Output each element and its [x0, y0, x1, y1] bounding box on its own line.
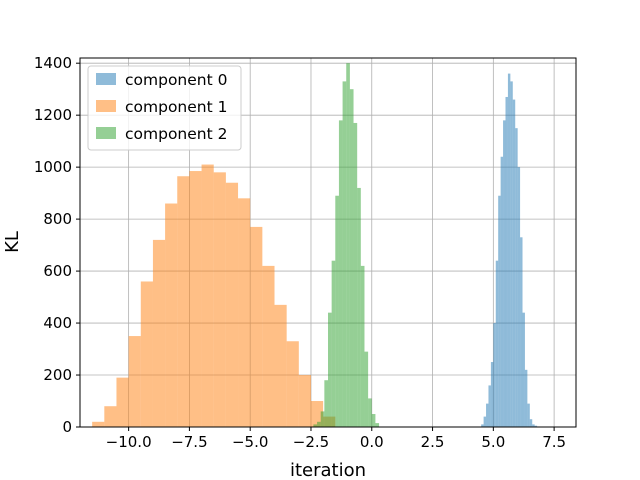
histogram-bar — [517, 167, 521, 427]
histogram-bar — [317, 421, 321, 427]
histogram-bar — [515, 128, 518, 427]
histogram-bar — [274, 304, 287, 427]
histogram-bar — [498, 195, 501, 427]
histogram-bar — [189, 171, 202, 427]
histogram-bar — [177, 176, 190, 427]
histogram-bar — [493, 323, 496, 427]
histogram-bar — [92, 421, 105, 427]
plot-frame — [79, 57, 577, 428]
histogram-bars — [92, 63, 562, 428]
histogram-bar — [512, 99, 516, 428]
histogram-bar — [375, 423, 380, 427]
y-tick-label: 1200 — [34, 106, 72, 124]
histogram-bar — [527, 403, 530, 427]
y-axis-ticks: 0 200 400 600 800 1000 1200 1400 — [34, 54, 80, 436]
x-tick-label: 7.5 — [542, 433, 566, 451]
histogram-bar — [532, 424, 535, 427]
histogram-bar — [286, 341, 299, 427]
histogram-bar — [128, 336, 141, 427]
y-tick-label: 400 — [43, 314, 72, 332]
histogram-bar — [250, 226, 263, 427]
histogram-bar — [338, 120, 343, 427]
x-tick-label: −5.0 — [232, 433, 268, 451]
histogram-bar — [313, 424, 318, 427]
histogram-bar — [522, 312, 525, 427]
histogram-bar — [360, 265, 365, 427]
histogram-bar — [353, 122, 358, 428]
histogram-bar — [335, 195, 339, 427]
x-tick-label: 5.0 — [481, 433, 505, 451]
histogram-bar — [225, 182, 239, 427]
histogram-bar — [342, 81, 347, 427]
legend-entry: component 0 — [125, 71, 227, 89]
legend-entry: component 2 — [125, 125, 227, 143]
legend-swatch — [96, 127, 116, 139]
legend-entry: component 1 — [125, 98, 227, 116]
histogram-bar — [152, 239, 166, 427]
histogram-bar — [320, 411, 325, 427]
series-0-bars — [481, 73, 562, 428]
y-axis-label: KL — [2, 231, 23, 253]
legend-swatch — [96, 100, 116, 112]
histogram-bar — [324, 380, 328, 427]
histogram-bar — [310, 401, 324, 427]
histogram-bar — [331, 260, 336, 427]
histogram-bar — [238, 198, 251, 427]
histogram-bar — [349, 89, 354, 427]
histogram-bar — [500, 156, 504, 428]
x-tick-label: 0.0 — [360, 433, 384, 451]
histogram-bar — [507, 73, 511, 427]
histogram-bar — [490, 362, 494, 427]
histogram-bar — [328, 312, 332, 427]
histogram-bar — [140, 281, 153, 427]
histogram-bar — [298, 375, 311, 427]
legend: component 0 component 1 component 2 — [87, 65, 242, 151]
x-tick-label: −7.5 — [171, 433, 207, 451]
histogram-bar — [481, 424, 484, 427]
legend-swatch — [96, 73, 116, 85]
histogram-bar — [364, 351, 369, 427]
histogram-bar — [495, 260, 499, 427]
histogram-bar — [371, 414, 376, 427]
x-axis-label: iteration — [290, 460, 366, 480]
histogram-bar — [357, 187, 361, 427]
legend-box — [87, 65, 242, 151]
histogram-bar — [505, 96, 508, 427]
x-tick-label: 2.5 — [421, 433, 445, 451]
histogram-bar — [116, 377, 129, 427]
x-tick-label: −2.5 — [293, 433, 329, 451]
y-tick-label: 1400 — [34, 54, 72, 72]
histogram-bar — [488, 385, 491, 427]
histogram-bar — [503, 120, 506, 427]
histogram-bar — [510, 81, 513, 427]
histogram-bar — [346, 63, 350, 428]
histogram-bar — [520, 237, 523, 427]
y-tick-label: 600 — [43, 262, 72, 280]
histogram-bar — [529, 419, 533, 427]
histogram-bar — [262, 265, 275, 427]
histogram-bar — [534, 425, 538, 427]
histogram-bar — [483, 416, 487, 427]
histogram-bar — [104, 406, 117, 427]
histogram-bar — [524, 369, 528, 427]
histogram-bar — [213, 172, 226, 427]
y-tick-label: 800 — [43, 210, 72, 228]
x-tick-label: −10.0 — [106, 433, 152, 451]
histogram-bar — [486, 403, 489, 427]
series-2-bars — [313, 63, 380, 428]
y-tick-label: 200 — [43, 366, 72, 384]
series-1-bars — [92, 164, 336, 428]
x-axis-ticks: −10.0 −7.5 −5.0 −2.5 0.0 2.5 5.0 7.5 — [106, 427, 566, 451]
y-tick-label: 0 — [62, 418, 72, 436]
histogram-bar — [368, 398, 372, 427]
y-tick-label: 1000 — [34, 158, 72, 176]
histogram-bar — [201, 164, 214, 428]
histogram-bar — [165, 203, 178, 427]
